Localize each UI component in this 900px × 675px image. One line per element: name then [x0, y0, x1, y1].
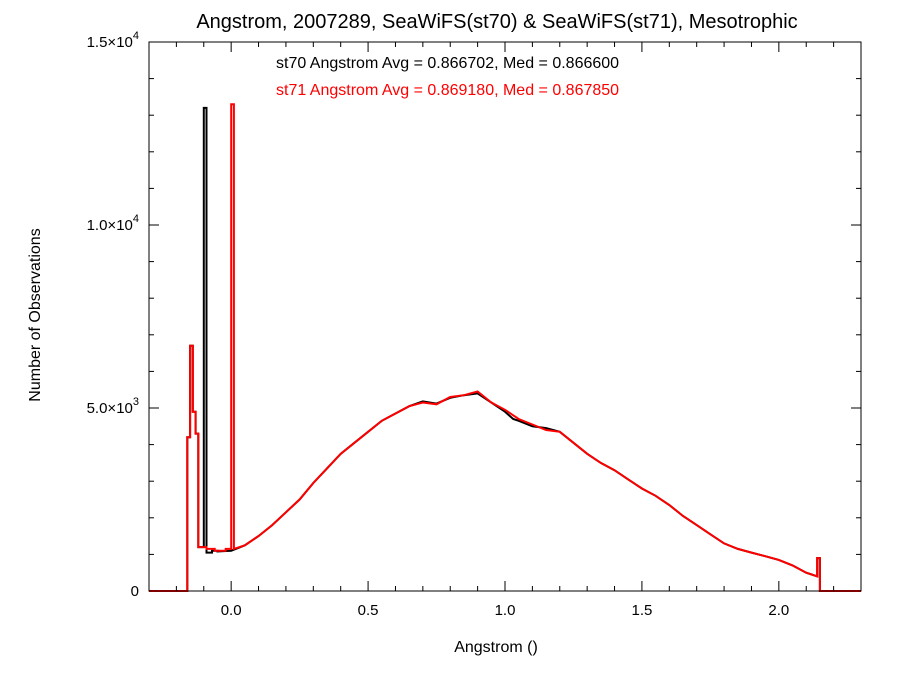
annotation-st71: st71 Angstrom Avg = 0.869180, Med = 0.86…	[276, 82, 619, 99]
x-tick-label: 2.0	[768, 602, 789, 619]
y-tick-label: 5.0×103	[87, 396, 139, 417]
y-axis-label: Number of Observations	[27, 228, 44, 401]
x-tick-label: 0.0	[221, 602, 242, 619]
x-tick-label: 1.0	[495, 602, 516, 619]
x-axis-label: Angstrom ()	[454, 639, 538, 656]
x-tick-label: 1.5	[631, 602, 652, 619]
x-tick-label: 0.5	[358, 602, 379, 619]
plot-frame	[148, 41, 862, 592]
series-layer	[149, 103, 861, 592]
ticks-layer: 0.0 0.5 1.0 1.5 2.0 0 5.0×103 1.0×104 1.5×104	[87, 30, 861, 619]
series-line-st70	[149, 106, 861, 592]
series-line-st71	[149, 103, 861, 592]
y-tick-label: 0	[131, 583, 139, 600]
y-tick-label: 1.5×104	[87, 30, 139, 51]
chart-title: Angstrom, 2007289, SeaWiFS(st70) & SeaWi…	[196, 11, 797, 33]
y-tick-label: 1.0×104	[87, 213, 139, 234]
annotation-st70: st70 Angstrom Avg = 0.866702, Med = 0.86…	[276, 55, 619, 72]
